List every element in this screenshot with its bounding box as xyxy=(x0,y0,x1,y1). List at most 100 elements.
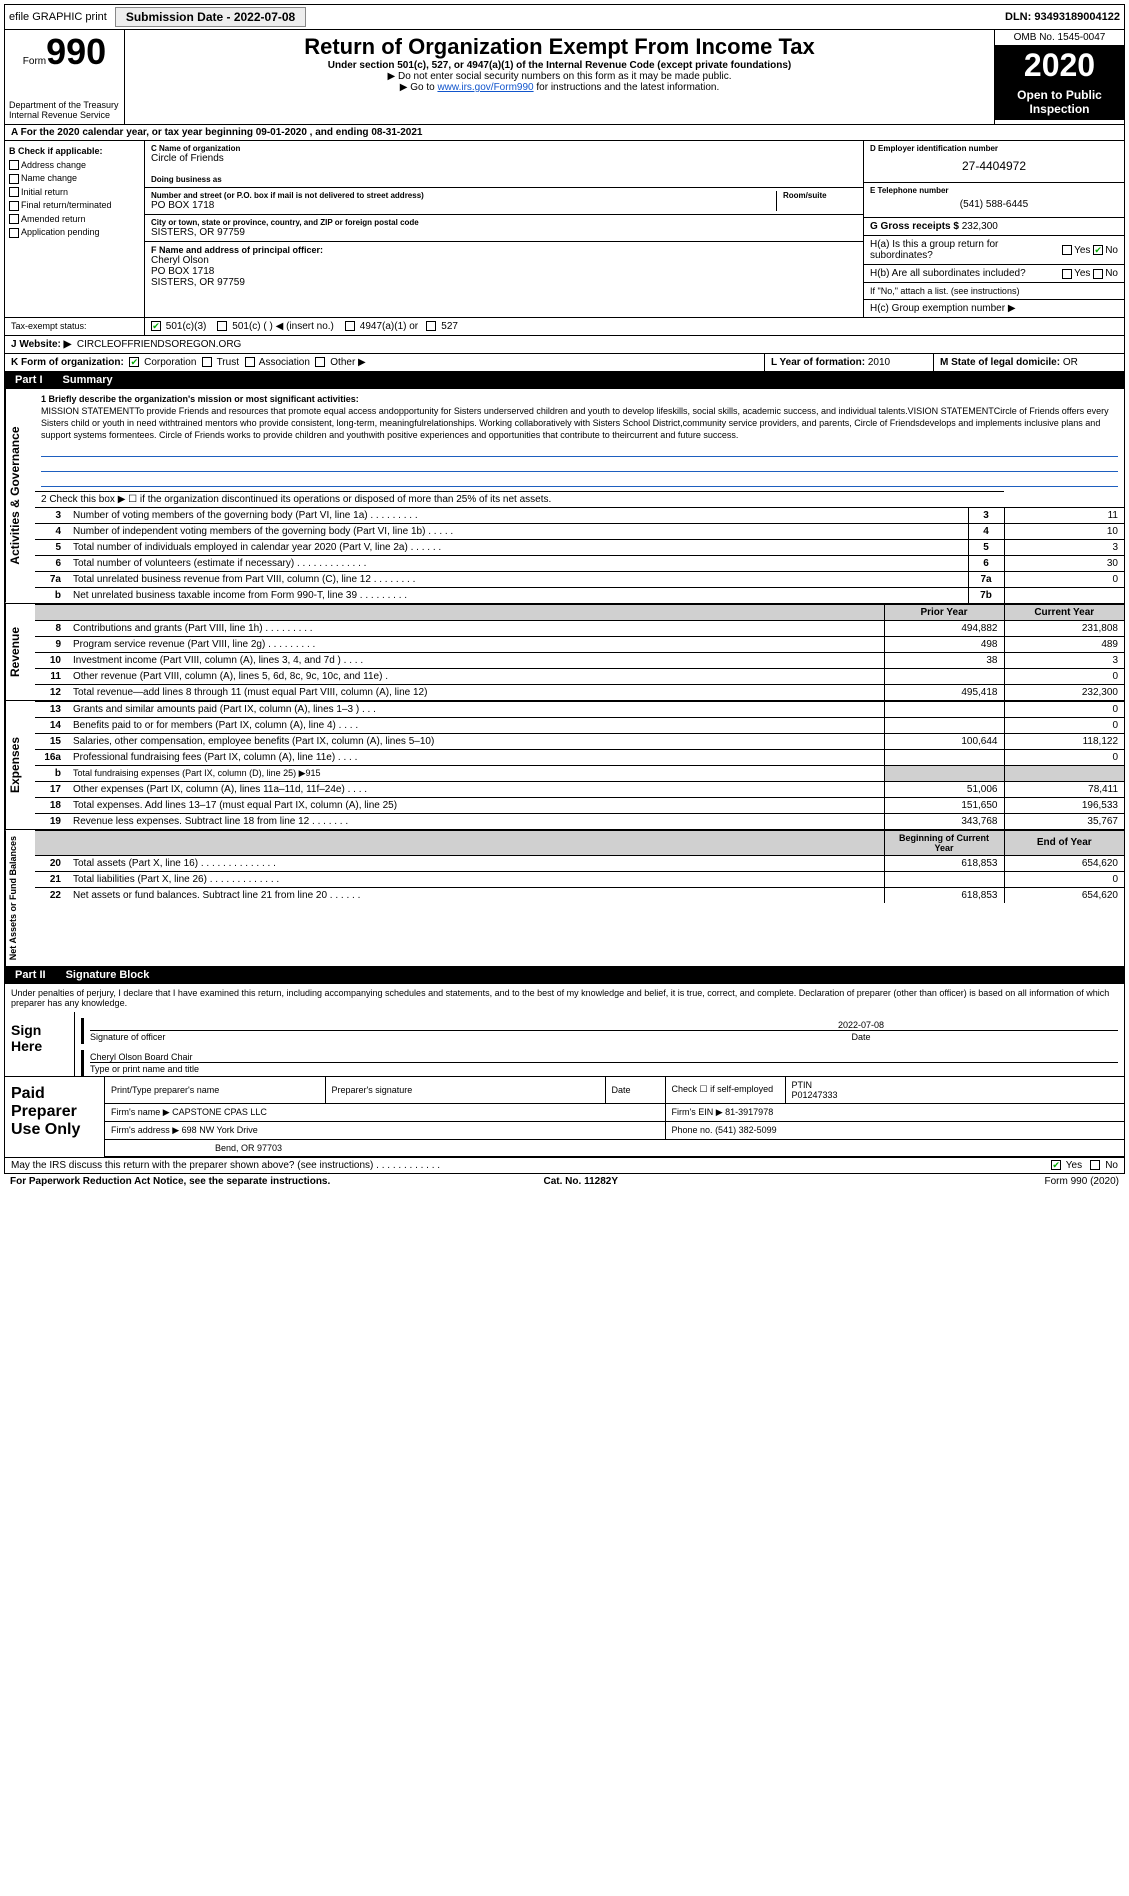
f-label: F Name and address of principal officer: xyxy=(151,245,857,255)
irs-link[interactable]: www.irs.gov/Form990 xyxy=(437,82,533,93)
other-check[interactable] xyxy=(315,357,325,367)
g-label: G Gross receipts $ xyxy=(870,221,959,232)
officer-name-title: Cheryl Olson Board Chair xyxy=(90,1052,1118,1062)
pra-notice: For Paperwork Reduction Act Notice, see … xyxy=(10,1176,330,1187)
ha-yes-check[interactable] xyxy=(1062,245,1072,255)
discuss-text: May the IRS discuss this return with the… xyxy=(11,1160,440,1171)
ssn-note: ▶ Do not enter social security numbers o… xyxy=(135,71,984,82)
table-row: 21Total liabilities (Part X, line 26) . … xyxy=(35,871,1124,887)
gross-receipts: 232,300 xyxy=(962,221,998,232)
sig-date-label: Date xyxy=(604,1032,1118,1042)
calendar-row: A For the 2020 calendar year, or tax yea… xyxy=(4,125,1125,141)
form-ref: Form 990 (2020) xyxy=(1045,1176,1119,1187)
netassets-section: Net Assets or Fund Balances Beginning of… xyxy=(4,830,1125,967)
form-title: Return of Organization Exempt From Incom… xyxy=(135,34,984,60)
table-row: 22Net assets or fund balances. Subtract … xyxy=(35,887,1124,903)
org-city: SISTERS, OR 97759 xyxy=(151,227,857,238)
prep-h1: Print/Type preparer's name xyxy=(105,1077,325,1104)
tax-year: 2020 xyxy=(995,46,1124,84)
check-header: B Check if applicable: xyxy=(9,145,140,159)
form-org-row: K Form of organization: Corporation Trus… xyxy=(4,354,1125,372)
501c3-check[interactable] xyxy=(151,321,161,331)
governance-section: Activities & Governance 1 Briefly descri… xyxy=(4,389,1125,604)
prep-h4: Check ☐ if self-employed xyxy=(665,1077,785,1104)
hb-label: H(b) Are all subordinates included? xyxy=(870,268,1062,279)
assoc-check[interactable] xyxy=(245,357,255,367)
initial-return-check[interactable]: Initial return xyxy=(9,186,140,200)
part1-header: Part I Summary xyxy=(4,372,1125,389)
paid-preparer-label: Paid Preparer Use Only xyxy=(5,1077,105,1157)
status-label: Tax-exempt status: xyxy=(5,318,145,335)
officer-addr1: PO BOX 1718 xyxy=(151,266,857,277)
l-label: L Year of formation: xyxy=(771,357,865,368)
application-pending-check[interactable]: Application pending xyxy=(9,226,140,240)
expenses-section: Expenses 13Grants and similar amounts pa… xyxy=(4,701,1125,830)
part1-label: Part I xyxy=(5,372,53,388)
firm-ein: 81-3917978 xyxy=(725,1107,773,1117)
addr-change-check[interactable]: Address change xyxy=(9,159,140,173)
prep-h2: Preparer's signature xyxy=(325,1077,605,1104)
firm-addr-label: Firm's address ▶ xyxy=(111,1125,179,1135)
table-row: 19Revenue less expenses. Subtract line 1… xyxy=(35,813,1124,829)
501c-check[interactable] xyxy=(217,321,227,331)
name-title-label: Type or print name and title xyxy=(90,1062,1118,1074)
mission-text: MISSION STATEMENTTo provide Friends and … xyxy=(41,405,1118,441)
table-row: 5Total number of individuals employed in… xyxy=(35,539,1124,555)
public-inspection: Open to Public Inspection xyxy=(995,84,1124,120)
table-row: Prior YearCurrent Year xyxy=(35,604,1124,620)
blank-line xyxy=(41,475,1118,487)
discuss-no-check[interactable] xyxy=(1090,1160,1100,1170)
revenue-table: Prior YearCurrent Year 8Contributions an… xyxy=(35,604,1124,700)
efile-label: efile GRAPHIC print xyxy=(9,11,107,23)
website-value: CIRCLEOFFRIENDSOREGON.ORG xyxy=(77,339,241,350)
discuss-yes-check[interactable] xyxy=(1051,1160,1061,1170)
blank-line xyxy=(41,445,1118,457)
trust-check[interactable] xyxy=(202,357,212,367)
expenses-vlabel: Expenses xyxy=(5,701,35,829)
table-row: 17Other expenses (Part IX, column (A), l… xyxy=(35,781,1124,797)
d-label: D Employer identification number xyxy=(870,144,1118,153)
hb-note: If "No," attach a list. (see instruction… xyxy=(864,283,1124,300)
tax-status-row: Tax-exempt status: 501(c)(3) 501(c) ( ) … xyxy=(4,318,1125,336)
checkbox-column: B Check if applicable: Address change Na… xyxy=(5,141,145,317)
table-row: 6Total number of volunteers (estimate if… xyxy=(35,555,1124,571)
ein-value: 27-4404972 xyxy=(870,153,1118,179)
expenses-table: 13Grants and similar amounts paid (Part … xyxy=(35,701,1124,829)
4947-check[interactable] xyxy=(345,321,355,331)
hb-no-check[interactable] xyxy=(1093,269,1103,279)
title-box: Return of Organization Exempt From Incom… xyxy=(125,30,994,124)
table-row: Firm's address ▶ 698 NW York Drive Phone… xyxy=(105,1121,1124,1139)
e-label: E Telephone number xyxy=(870,186,1118,195)
submission-date-button[interactable]: Submission Date - 2022-07-08 xyxy=(115,7,306,27)
addr-label: Number and street (or P.O. box if mail i… xyxy=(151,191,770,200)
amended-return-check[interactable]: Amended return xyxy=(9,213,140,227)
officer-name: Cheryl Olson xyxy=(151,255,857,266)
right-column: D Employer identification number 27-4404… xyxy=(864,141,1124,317)
omb-number: OMB No. 1545-0047 xyxy=(995,30,1124,46)
ptin-value: P01247333 xyxy=(792,1090,838,1100)
table-row: 20Total assets (Part X, line 16) . . . .… xyxy=(35,855,1124,871)
hb-yes-check[interactable] xyxy=(1062,269,1072,279)
revenue-section: Revenue Prior YearCurrent Year 8Contribu… xyxy=(4,604,1125,701)
final-return-check[interactable]: Final return/terminated xyxy=(9,199,140,213)
top-bar: efile GRAPHIC print Submission Date - 20… xyxy=(4,4,1125,30)
form-number: 990 xyxy=(46,31,106,72)
form-subtitle: Under section 501(c), 527, or 4947(a)(1)… xyxy=(135,60,984,71)
name-change-check[interactable]: Name change xyxy=(9,172,140,186)
hc-label: H(c) Group exemption number ▶ xyxy=(864,300,1124,317)
firm-name-label: Firm's name ▶ xyxy=(111,1107,170,1117)
signature-block: Under penalties of perjury, I declare th… xyxy=(4,984,1125,1158)
m-value: OR xyxy=(1063,357,1078,368)
table-row: bTotal fundraising expenses (Part IX, co… xyxy=(35,765,1124,781)
officer-addr2: SISTERS, OR 97759 xyxy=(151,277,857,288)
table-row: Bend, OR 97703 xyxy=(105,1139,1124,1156)
ha-no-check[interactable] xyxy=(1093,245,1103,255)
527-check[interactable] xyxy=(426,321,436,331)
name-column: C Name of organization Circle of Friends… xyxy=(145,141,864,317)
cat-no: Cat. No. 11282Y xyxy=(544,1176,618,1187)
dept-treasury: Department of the Treasury xyxy=(9,100,120,110)
part1-title: Summary xyxy=(53,372,1124,388)
perjury-text: Under penalties of perjury, I declare th… xyxy=(5,984,1124,1012)
corp-check[interactable] xyxy=(129,357,139,367)
sig-officer-label: Signature of officer xyxy=(90,1032,604,1042)
